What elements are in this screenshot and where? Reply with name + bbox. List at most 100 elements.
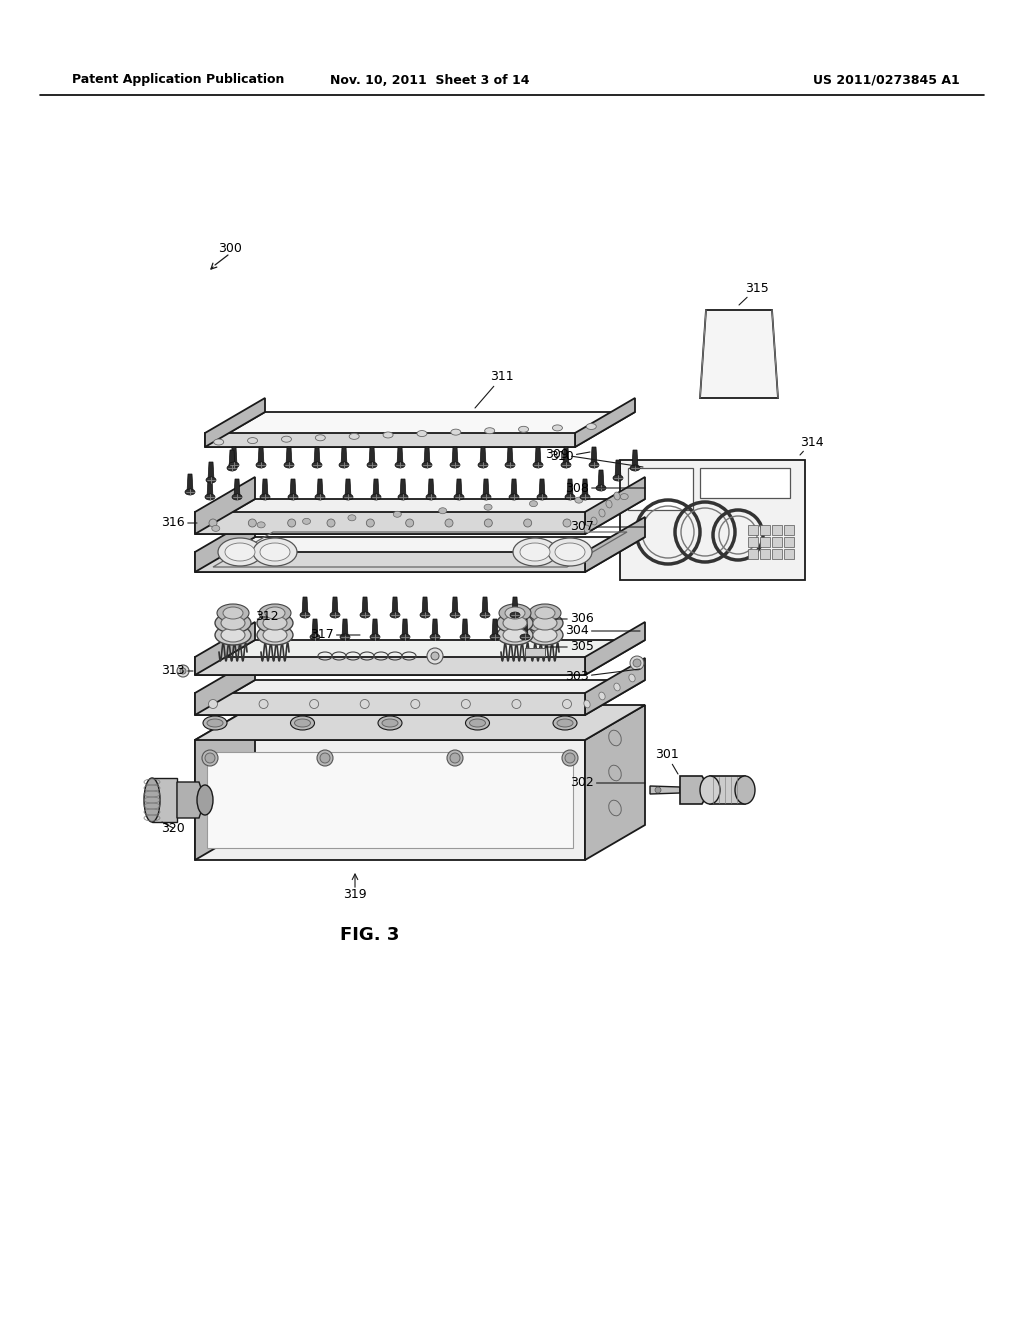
- Polygon shape: [205, 433, 575, 447]
- Ellipse shape: [529, 605, 561, 622]
- Circle shape: [512, 700, 521, 709]
- Ellipse shape: [197, 785, 213, 814]
- Polygon shape: [575, 399, 635, 447]
- Polygon shape: [591, 447, 597, 465]
- Polygon shape: [424, 447, 430, 465]
- Circle shape: [209, 700, 217, 709]
- Circle shape: [450, 752, 460, 763]
- Polygon shape: [397, 447, 403, 465]
- Circle shape: [562, 700, 571, 709]
- Ellipse shape: [215, 612, 251, 634]
- Ellipse shape: [248, 438, 258, 444]
- Bar: [700, 469, 790, 498]
- Ellipse shape: [370, 634, 380, 640]
- Circle shape: [462, 700, 470, 709]
- Polygon shape: [207, 479, 213, 498]
- Circle shape: [562, 750, 578, 766]
- Ellipse shape: [393, 511, 401, 517]
- Ellipse shape: [430, 634, 440, 640]
- Polygon shape: [286, 447, 292, 465]
- Polygon shape: [314, 447, 319, 465]
- Polygon shape: [511, 479, 517, 498]
- Bar: [748, 537, 758, 546]
- Polygon shape: [483, 479, 489, 498]
- Ellipse shape: [552, 425, 562, 430]
- Polygon shape: [195, 512, 585, 535]
- Ellipse shape: [256, 462, 266, 469]
- Ellipse shape: [282, 436, 292, 442]
- Text: 309: 309: [545, 447, 643, 467]
- Ellipse shape: [223, 607, 243, 619]
- Ellipse shape: [422, 462, 432, 469]
- Polygon shape: [492, 619, 498, 638]
- Ellipse shape: [302, 519, 310, 524]
- Text: 303: 303: [565, 669, 640, 684]
- Ellipse shape: [454, 494, 464, 500]
- Polygon shape: [680, 776, 710, 804]
- Circle shape: [360, 700, 370, 709]
- Polygon shape: [332, 597, 338, 615]
- Circle shape: [427, 648, 443, 664]
- Ellipse shape: [288, 494, 298, 500]
- Ellipse shape: [378, 715, 402, 730]
- Ellipse shape: [330, 612, 340, 618]
- Ellipse shape: [395, 462, 406, 469]
- Circle shape: [411, 700, 420, 709]
- Polygon shape: [195, 517, 255, 572]
- Polygon shape: [563, 447, 569, 465]
- Circle shape: [249, 519, 256, 527]
- Ellipse shape: [225, 543, 255, 561]
- Ellipse shape: [484, 504, 493, 511]
- Polygon shape: [195, 499, 645, 535]
- Ellipse shape: [257, 624, 293, 645]
- Ellipse shape: [499, 605, 531, 622]
- Polygon shape: [585, 517, 645, 572]
- Ellipse shape: [382, 719, 398, 727]
- Polygon shape: [482, 597, 488, 615]
- Polygon shape: [585, 622, 645, 675]
- Polygon shape: [195, 622, 255, 675]
- Ellipse shape: [212, 525, 220, 532]
- Ellipse shape: [589, 462, 599, 469]
- Ellipse shape: [630, 465, 640, 471]
- Polygon shape: [262, 479, 268, 498]
- Ellipse shape: [291, 715, 314, 730]
- Ellipse shape: [621, 494, 629, 499]
- Circle shape: [563, 519, 571, 527]
- Ellipse shape: [484, 428, 495, 434]
- Polygon shape: [229, 450, 234, 469]
- Text: 306: 306: [555, 612, 594, 626]
- Text: 315: 315: [739, 281, 769, 305]
- Circle shape: [259, 700, 268, 709]
- Polygon shape: [585, 705, 645, 861]
- Ellipse shape: [417, 430, 427, 437]
- Ellipse shape: [310, 634, 319, 640]
- Ellipse shape: [599, 510, 605, 517]
- Text: FIG. 3: FIG. 3: [340, 927, 399, 944]
- Ellipse shape: [591, 517, 597, 525]
- Polygon shape: [462, 619, 468, 638]
- Text: 307: 307: [570, 520, 645, 533]
- Ellipse shape: [215, 624, 251, 645]
- Ellipse shape: [518, 426, 528, 433]
- Polygon shape: [195, 693, 585, 715]
- Circle shape: [484, 519, 493, 527]
- Polygon shape: [369, 447, 375, 465]
- Polygon shape: [392, 597, 398, 615]
- Text: Patent Application Publication: Patent Application Publication: [72, 74, 285, 87]
- Text: 302: 302: [570, 776, 645, 789]
- Ellipse shape: [295, 719, 310, 727]
- Ellipse shape: [700, 776, 720, 804]
- Ellipse shape: [315, 494, 325, 500]
- Circle shape: [317, 750, 333, 766]
- Polygon shape: [710, 776, 745, 804]
- Ellipse shape: [520, 543, 550, 561]
- Ellipse shape: [510, 612, 520, 618]
- Text: 312: 312: [255, 610, 279, 623]
- Polygon shape: [152, 777, 177, 822]
- Ellipse shape: [629, 675, 635, 682]
- Text: 310: 310: [550, 450, 590, 463]
- Ellipse shape: [481, 494, 490, 500]
- Text: 305: 305: [545, 640, 594, 653]
- Ellipse shape: [555, 543, 585, 561]
